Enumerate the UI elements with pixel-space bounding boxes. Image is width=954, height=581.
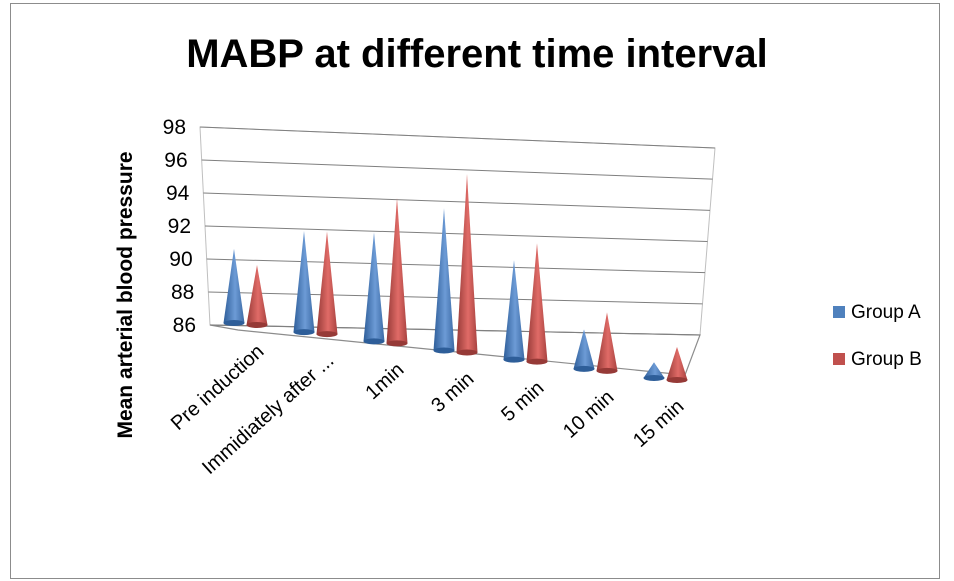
gridline <box>206 258 706 274</box>
cone-base <box>503 356 525 363</box>
x-tick-label: 3 min <box>427 368 478 417</box>
y-tick-label: 86 <box>173 314 196 337</box>
legend-swatch <box>833 306 845 318</box>
x-tick-label: Immidiately after ... <box>198 350 338 479</box>
legend-label: Group A <box>851 302 921 323</box>
floor <box>209 324 701 376</box>
cone-base <box>246 322 268 328</box>
cone-base <box>223 320 245 326</box>
cone-base <box>643 375 665 381</box>
y-tick-label: 90 <box>169 248 192 271</box>
cone-group-b-5 <box>596 312 618 371</box>
chart-title: MABP at different time interval <box>186 32 768 76</box>
gridline <box>204 225 708 242</box>
cone-group-a-6 <box>643 362 665 378</box>
y-axis-label: Mean arterial blood pressure <box>114 151 137 438</box>
legend-label: Group B <box>851 349 922 370</box>
x-tick-label: 5 min <box>497 377 548 426</box>
legend: Group A Group B <box>833 302 922 370</box>
legend-swatch <box>833 353 845 365</box>
x-tick-label: 10 min <box>559 386 618 443</box>
cone-group-a-1 <box>293 231 315 333</box>
gridline <box>208 291 703 305</box>
x-tick-label: 1min <box>361 359 408 404</box>
y-tick-labels: 98 96 94 92 90 88 86 <box>163 116 196 337</box>
cone-base <box>293 329 315 336</box>
gridline <box>199 126 716 149</box>
cone-base <box>666 377 688 383</box>
cone-group-b-2 <box>386 197 408 344</box>
gridline <box>209 324 701 336</box>
y-tick-label: 98 <box>163 116 186 139</box>
x-tick-label: 15 min <box>629 395 688 452</box>
bars <box>223 173 688 383</box>
cone-base <box>386 340 408 347</box>
gridline <box>201 159 713 180</box>
cone-group-b-3 <box>456 173 478 353</box>
cone-group-b-4 <box>526 243 548 362</box>
cone-base <box>526 358 548 365</box>
cone-group-b-6 <box>666 346 688 380</box>
y-tick-label: 94 <box>166 182 190 205</box>
chart-frame <box>10 3 940 579</box>
cone-group-b-0 <box>246 264 268 325</box>
cone-base <box>596 367 618 374</box>
cone-base <box>433 347 455 354</box>
cone-base <box>573 365 595 372</box>
cone-base <box>316 331 338 338</box>
y-tick-label: 88 <box>171 281 194 304</box>
y-tick-label: 96 <box>164 149 187 172</box>
cone-group-a-0 <box>223 248 245 323</box>
cone-group-a-3 <box>433 208 455 351</box>
cone-group-a-4 <box>503 260 525 360</box>
cone-group-b-1 <box>316 231 338 335</box>
cone-base <box>456 349 478 356</box>
y-tick-label: 92 <box>168 215 191 238</box>
cone-base <box>363 338 385 345</box>
cone-group-a-5 <box>573 329 595 369</box>
cone-group-a-2 <box>363 232 385 342</box>
gridlines <box>199 126 716 336</box>
back-wall <box>199 126 716 336</box>
gridline <box>203 192 711 211</box>
